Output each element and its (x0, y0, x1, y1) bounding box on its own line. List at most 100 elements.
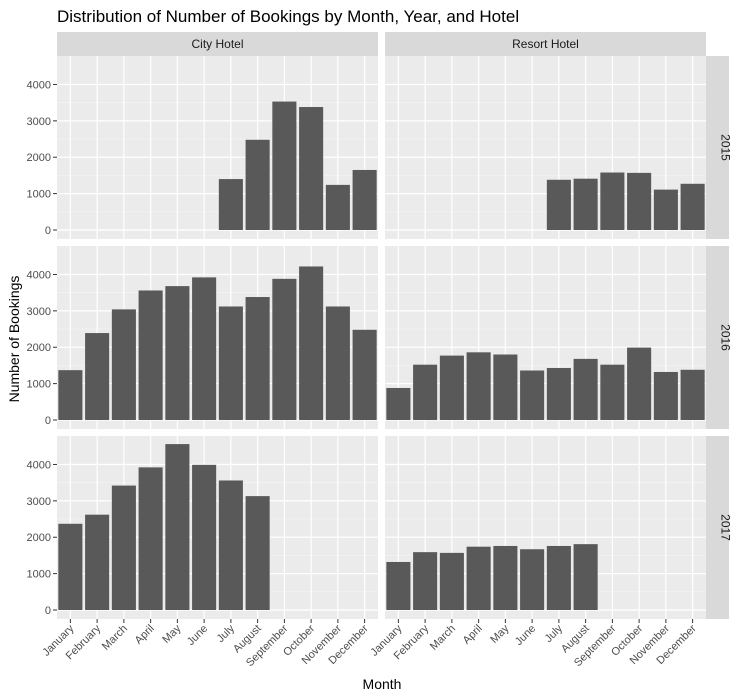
x-tick-label: March (428, 623, 458, 653)
bar-october (299, 107, 324, 230)
y-tick-label: 3000 (27, 306, 51, 318)
bar-april (466, 546, 491, 610)
panel-city-hotel-2015 (57, 56, 378, 239)
bar-may (493, 545, 518, 610)
panel-background (385, 436, 706, 619)
facet-strip-label: 2015 (719, 134, 733, 161)
x-tick-label: July (215, 622, 238, 645)
y-tick-label: 4000 (27, 459, 51, 471)
x-tick-label: May (160, 622, 184, 646)
bar-march (439, 552, 464, 610)
bar-march (111, 309, 136, 420)
bar-february (413, 364, 438, 420)
y-tick-label: 0 (45, 225, 51, 237)
panel-background (57, 436, 378, 619)
x-tick-label: April (461, 623, 485, 647)
x-axis-title: Month (363, 676, 402, 692)
facet-strip-label: 2017 (719, 514, 733, 541)
bar-november (653, 371, 678, 420)
y-tick-label: 4000 (27, 79, 51, 91)
bar-may (165, 286, 190, 420)
panel-background (57, 56, 378, 239)
bar-june (520, 549, 545, 610)
facet-strip-label: City Hotel (191, 37, 243, 51)
bar-july (546, 545, 571, 610)
bar-january (58, 523, 83, 610)
bar-may (493, 354, 518, 420)
x-tick-label: March (100, 623, 130, 653)
bar-april (138, 290, 163, 420)
bar-december (680, 183, 705, 230)
y-tick-label: 1000 (27, 189, 51, 201)
bar-august (245, 496, 270, 610)
panel-resort-hotel-2015 (385, 56, 706, 239)
bar-february (413, 552, 438, 610)
bar-march (439, 355, 464, 420)
x-tick-label: May (488, 622, 512, 646)
facet-strips: City Hotel Resort Hotel 2015 2016 2017 (57, 32, 733, 619)
facet-strip-city-hotel (57, 32, 378, 56)
bar-july (218, 306, 243, 420)
bar-june (192, 277, 217, 420)
bar-january (386, 561, 411, 610)
y-tick-label: 1000 (27, 569, 51, 581)
y-tick-label: 2000 (27, 532, 51, 544)
y-axes: 0 1000 2000 3000 4000 0 1000 2000 3000 4000 0 1000 2… (27, 79, 57, 617)
bar-december (680, 369, 705, 420)
facet-strip-label: Resort Hotel (512, 37, 579, 51)
facet-strip-2015 (706, 56, 729, 239)
bar-february (85, 333, 110, 420)
bar-january (58, 370, 83, 420)
bar-august (573, 358, 598, 420)
x-tick-label: June (513, 623, 538, 648)
bar-june (520, 370, 545, 420)
x-tick-label: April (133, 623, 157, 647)
panel-resort-hotel-2017 (385, 436, 706, 619)
bar-july (546, 367, 571, 420)
bar-october (299, 266, 324, 420)
bar-august (573, 178, 598, 230)
bar-march (111, 485, 136, 610)
bar-december (352, 169, 377, 230)
facet-strip-2017 (706, 436, 729, 619)
bar-november (325, 306, 350, 420)
bar-july (218, 480, 243, 610)
facet-strip-resort-hotel (385, 32, 706, 56)
bar-may (165, 444, 190, 610)
facet-strip-label: 2016 (719, 324, 733, 351)
bar-august (245, 139, 270, 230)
bar-july (218, 179, 243, 230)
bar-september (600, 172, 625, 230)
y-tick-label: 4000 (27, 269, 51, 281)
x-tick-label: July (543, 622, 566, 645)
panel-city-hotel-2017 (57, 436, 378, 619)
bar-august (573, 544, 598, 610)
bar-june (192, 464, 217, 610)
y-tick-label: 2000 (27, 342, 51, 354)
panel-background (57, 246, 378, 429)
bar-september (600, 364, 625, 420)
y-tick-label: 0 (45, 605, 51, 617)
y-tick-label: 3000 (27, 116, 51, 128)
bar-september (272, 101, 297, 230)
x-tick-label: June (185, 623, 210, 648)
bar-november (325, 184, 350, 230)
chart-title: Distribution of Number of Bookings by Mo… (57, 7, 519, 26)
y-tick-label: 3000 (27, 496, 51, 508)
bar-february (85, 514, 110, 610)
bar-october (627, 172, 652, 230)
y-axis-title: Number of Bookings (6, 276, 22, 403)
y-tick-label: 2000 (27, 152, 51, 164)
bar-april (466, 352, 491, 420)
panel-city-hotel-2016 (57, 246, 378, 429)
bar-september (272, 278, 297, 420)
y-tick-label: 1000 (27, 379, 51, 391)
bar-august (245, 297, 270, 420)
bar-january (386, 387, 411, 420)
bar-july (546, 179, 571, 230)
panel-background (385, 56, 706, 239)
bar-december (352, 329, 377, 420)
bar-april (138, 467, 163, 610)
